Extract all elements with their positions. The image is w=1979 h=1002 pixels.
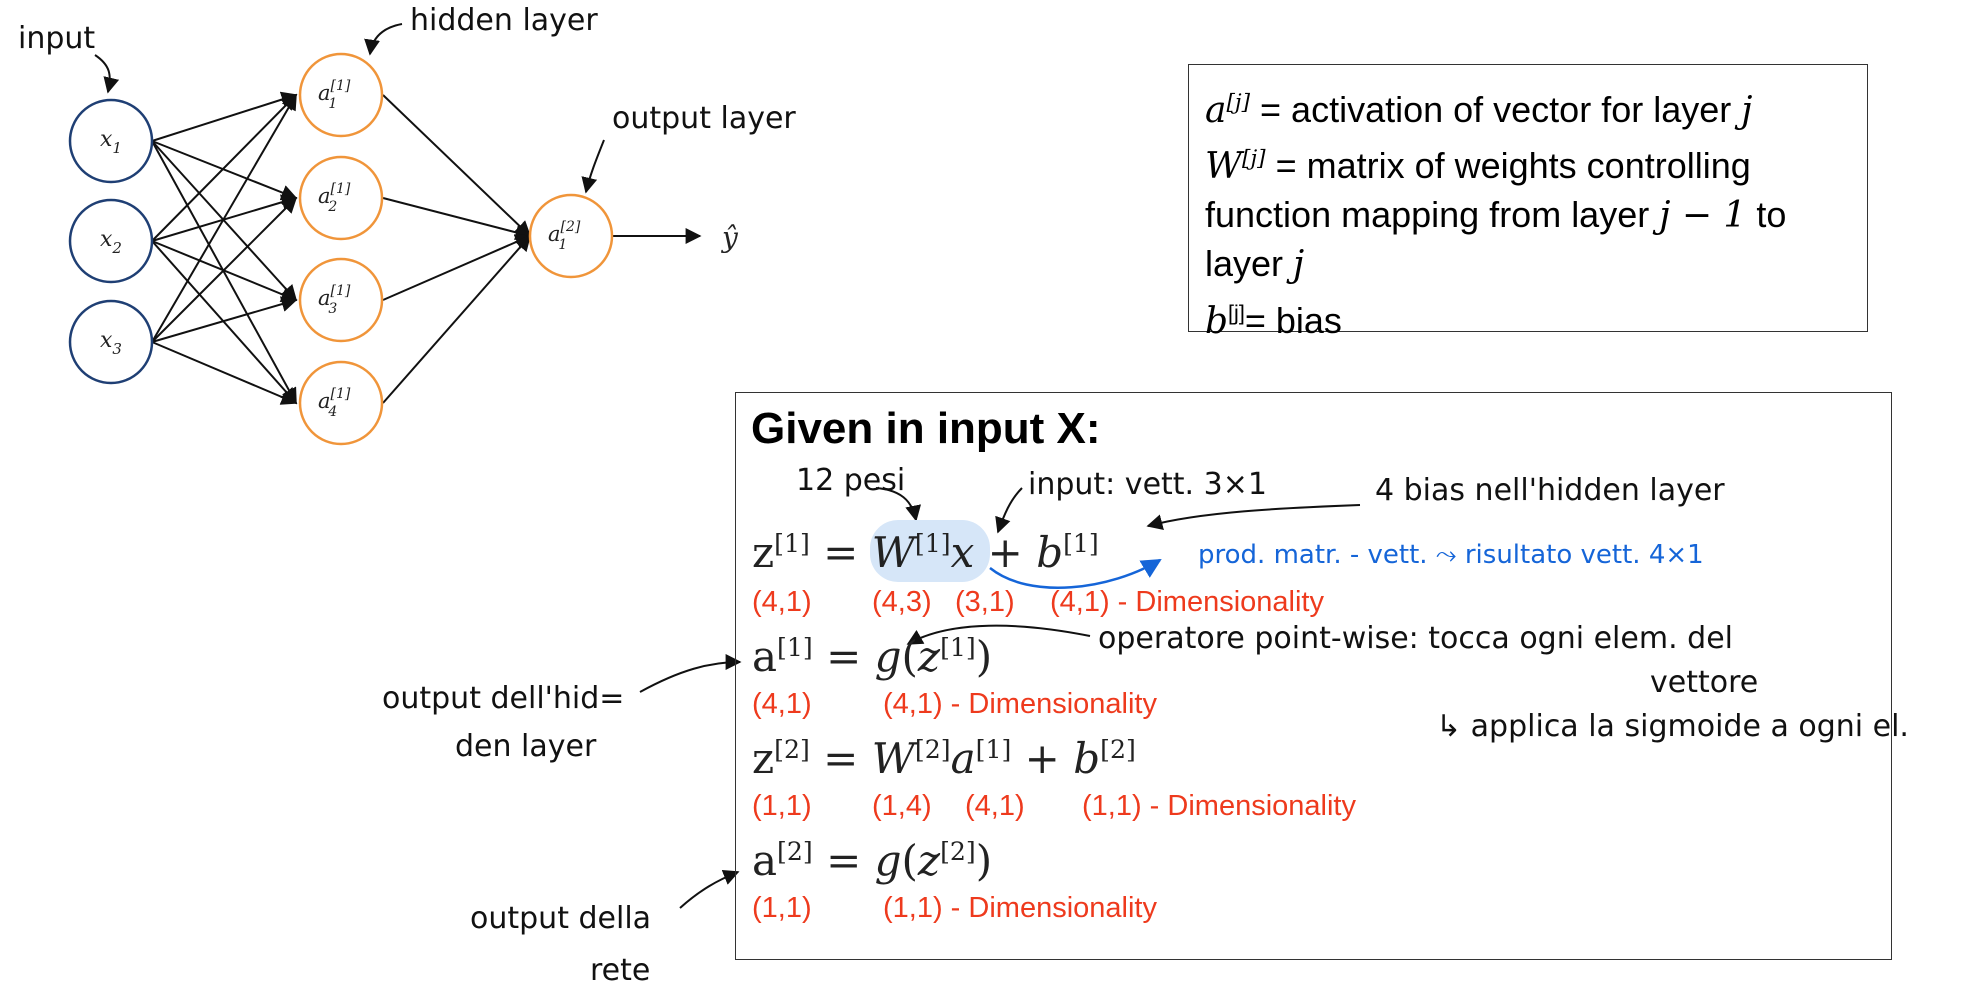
legend-box: a[j] = activation of vector for layer j … <box>1188 64 1868 342</box>
legend-line-bias: b[j]= bias <box>1205 300 1342 342</box>
dim3-w: (1,4) <box>872 790 932 822</box>
input-node-1: x1 <box>68 98 154 184</box>
dim1-z: (4,1) <box>752 586 812 618</box>
hidden-node-3: a[1] 3 <box>298 257 384 343</box>
equation-a1: a[1] = g(z[1]) <box>752 632 993 681</box>
bias-annotation: 4 bias nell'hidden layer <box>1375 473 1725 508</box>
output-annotation: output layer <box>612 101 796 136</box>
operatore-annotation: operatore point-wise: tocca ogni elem. d… <box>1098 621 1733 656</box>
dim1-b: (4,1) - Dimensionality <box>1050 586 1324 618</box>
weights-highlight <box>870 520 990 582</box>
input-node-3: x3 <box>68 299 154 385</box>
hidden-output-arrow <box>639 654 742 693</box>
equation-z2: z[2] = W[2]a[1] + b[2] <box>752 734 1136 783</box>
rete-output-annotation-2: rete <box>590 953 650 988</box>
pesi-annotation: 12 pesi <box>796 463 905 498</box>
dim3-b: (1,1) - Dimensionality <box>1082 790 1356 822</box>
rete-output-annotation-1: output della <box>470 901 651 936</box>
prod-annotation: prod. matr. - vett. ⤳ risultato vett. 4×… <box>1198 540 1704 570</box>
dim3-z: (1,1) <box>752 790 812 822</box>
hidden-node-2: a[1] 2 <box>298 155 384 241</box>
rete-output-arrow <box>679 869 740 909</box>
dim2-g: (4,1) - Dimensionality <box>883 688 1157 720</box>
prediction-label: ŷ <box>720 221 739 254</box>
dim4-a: (1,1) <box>752 892 812 924</box>
dim1-w: (4,3) <box>872 586 932 618</box>
legend-line-mapping: function mapping from layer j − 1 to <box>1205 194 1787 236</box>
hidden-annotation-arrow <box>364 23 403 56</box>
input-vett-annotation: input: vett. 3×1 <box>1028 467 1267 502</box>
prod-arrow <box>989 558 1162 589</box>
applica-annotation: ↳ applica la sigmoide a ogni el. <box>1436 709 1909 744</box>
input-hidden-edges <box>151 91 298 405</box>
legend-line-weights: W[j] = matrix of weights controlling <box>1205 145 1751 187</box>
hidden-output-annotation-1: output dell'hid= <box>382 681 624 716</box>
equations-title: Given in input X: <box>751 404 1101 453</box>
hidden-output-edges <box>382 94 532 404</box>
input-vett-arrow <box>995 487 1023 534</box>
legend-line-activation: a[j] = activation of vector for layer j <box>1205 89 1753 131</box>
vettore-annotation: vettore <box>1650 665 1758 700</box>
dim2-a: (4,1) <box>752 688 812 720</box>
hidden-node-4: a[1] 4 <box>298 360 384 446</box>
pesi-arrow <box>875 487 922 522</box>
hidden-output-annotation-2: den layer <box>455 729 597 764</box>
input-node-2: x2 <box>68 198 154 284</box>
hidden-annotation: hidden layer <box>410 3 598 38</box>
input-annotation-arrow <box>94 54 120 94</box>
bias-arrow <box>1146 504 1361 530</box>
output-node: a[2] 1 <box>528 193 614 279</box>
equation-z1: z[1] = W[1]x + b[1] <box>752 528 1099 577</box>
equation-a2: a[2] = g(z[2]) <box>752 836 993 885</box>
hidden-node-1: a[1] 1 <box>298 52 384 138</box>
legend-line-layer: layer j <box>1205 243 1305 285</box>
dim3-a: (4,1) <box>965 790 1025 822</box>
dim4-g: (1,1) - Dimensionality <box>883 892 1157 924</box>
output-annotation-arrow <box>581 139 605 194</box>
input-annotation: input <box>18 21 95 56</box>
dim1-x: (3,1) <box>955 586 1015 618</box>
equations-box <box>735 392 1892 960</box>
operatore-arrow <box>906 624 1091 645</box>
